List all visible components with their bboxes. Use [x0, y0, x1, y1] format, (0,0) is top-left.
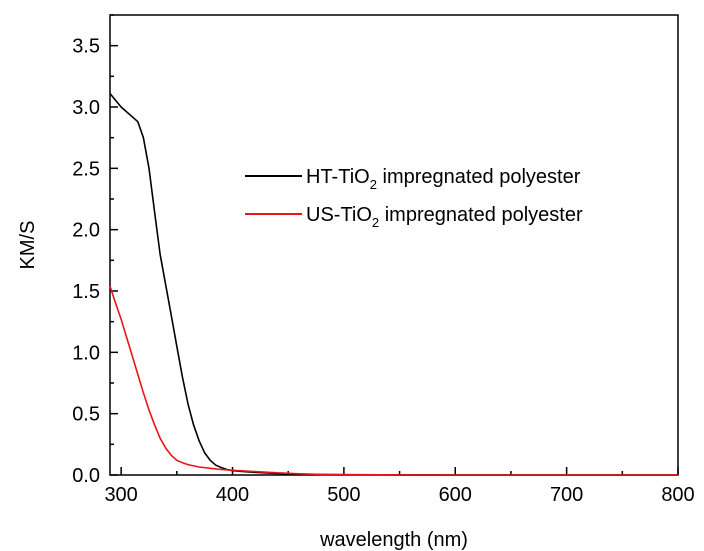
plot-frame — [109, 14, 679, 476]
y-tick-label: 1.0 — [72, 342, 100, 364]
x-tick-label: 600 — [439, 484, 472, 506]
y-axis-title: KM/S — [17, 221, 39, 270]
x-tick-label: 400 — [216, 484, 249, 506]
y-tick-label: 2.5 — [72, 158, 100, 180]
legend-label-us: US-TiO2 impregnated polyester — [306, 204, 583, 230]
x-tick-label: 700 — [550, 484, 583, 506]
y-tick-label: 3.5 — [72, 36, 100, 58]
y-tick-label: 0.5 — [72, 404, 100, 426]
y-tick-label: 3.0 — [72, 97, 100, 119]
series-lines — [109, 92, 678, 476]
y-tick-label: 2.0 — [72, 220, 100, 242]
x-axis-title: wavelength (nm) — [319, 529, 468, 551]
legend-label-ht: HT-TiO2 impregnated polyester — [306, 166, 581, 192]
series-line-0 — [109, 92, 678, 476]
x-tick-label: 500 — [327, 484, 360, 506]
y-tick-label: 1.5 — [72, 281, 100, 303]
x-tick-label: 300 — [104, 484, 137, 506]
legend: HT-TiO2 impregnated polyester US-TiO2 im… — [245, 166, 583, 230]
y-tick-label: 0.0 — [72, 465, 100, 487]
x-tick-label: 800 — [661, 484, 694, 506]
series-line-1 — [109, 285, 678, 476]
axis-ticks: 300 400 500 600 700 800 0.0 0.5 1.0 1.5 2.0 2.5 3.0 3… — [72, 14, 695, 506]
